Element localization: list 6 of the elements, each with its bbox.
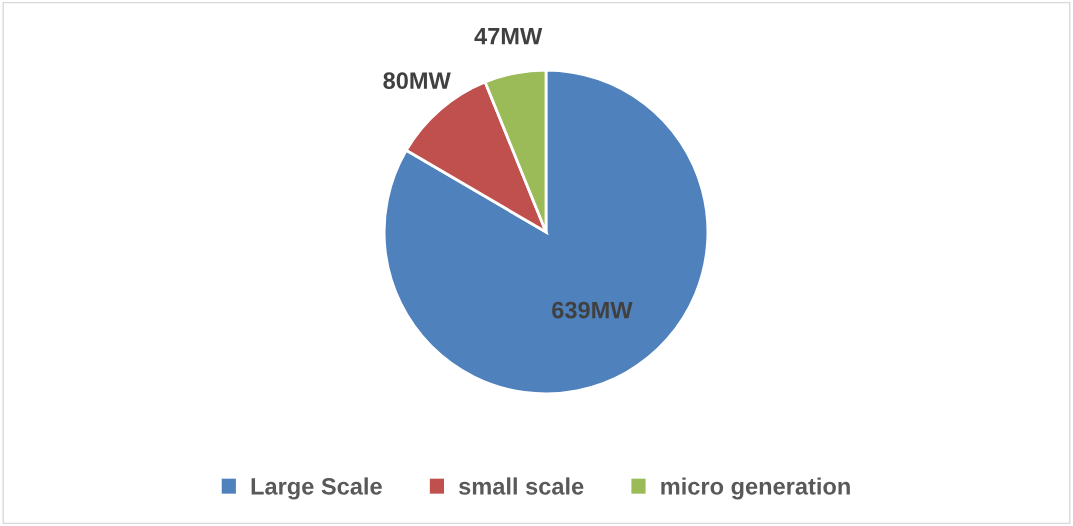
legend-label: micro generation <box>661 477 850 500</box>
data-label: 639MW <box>552 301 633 319</box>
data-label: 47MW <box>474 28 543 45</box>
legend-label: small scale <box>458 477 584 495</box>
legend-label: Large Scale <box>251 477 382 500</box>
data-label: 80MW <box>383 72 451 90</box>
